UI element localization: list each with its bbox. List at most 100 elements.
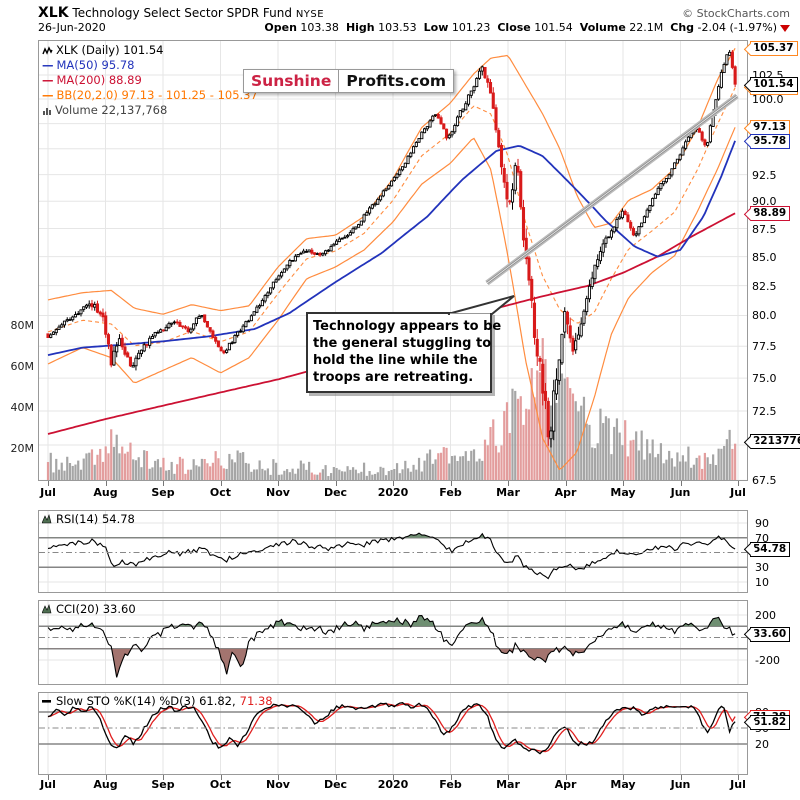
month-label: Jul	[730, 778, 746, 791]
price-axis-label: 90.0	[752, 195, 777, 209]
axis-tick	[565, 775, 567, 780]
annotation-line: the general stuggling to	[313, 336, 492, 352]
cci-panel-label: CCI(20) 33.60	[42, 602, 136, 616]
ma50-line	[47, 140, 736, 356]
month-label: Apr	[554, 778, 577, 791]
month-label: Jul	[40, 778, 56, 791]
month-label: Mar	[496, 778, 520, 791]
sto-panel-label: Slow STO %K(14) %D(3) 61.82, 71.38	[42, 694, 273, 708]
price-axis-label: 85.0	[752, 250, 777, 264]
price-axis-label: 100.0	[752, 93, 784, 106]
axis-tick	[48, 775, 49, 780]
price-axis-label: 87.5	[752, 222, 777, 236]
sunshine-profits-logo: Sunshine Profits.com	[243, 69, 455, 93]
trendline	[485, 93, 739, 286]
price-tag-88.89: 88.89	[750, 206, 791, 222]
quote-strip: Open 103.38 High 103.53 Low 101.23 Close 10…	[257, 21, 790, 34]
fund-name: Technology Select Sector SPDR Fund	[72, 6, 292, 20]
exchange-label: NYSE	[295, 9, 325, 20]
logo-sunshine: Sunshine	[243, 69, 340, 93]
main-price-panel	[38, 40, 748, 481]
axis-tick	[508, 481, 509, 486]
quote-label-open: Open	[264, 21, 297, 34]
annotation-callout: Technology appears to be the general stug…	[306, 312, 502, 393]
ticker-symbol: XLK	[38, 5, 69, 21]
price-axis-label: 82.5	[752, 279, 777, 293]
price-axis-label: 77.5	[752, 340, 777, 354]
rsi-axis-label: 10	[755, 576, 769, 589]
month-label: Mar	[496, 486, 520, 499]
quote-value-volume: 22.1M	[625, 21, 664, 34]
price-axis-label: 75.0	[752, 372, 777, 386]
axis-tick	[163, 481, 164, 486]
month-label: Feb	[439, 486, 462, 499]
month-label: May	[610, 778, 636, 791]
quote-label-chg: Chg	[670, 21, 695, 34]
volume-icon	[43, 107, 51, 115]
volume-axis-label: 20M	[10, 442, 35, 455]
cci-panel	[38, 600, 748, 685]
cci-line	[47, 615, 736, 678]
axis-tick	[220, 775, 222, 780]
annotation-line: Technology appears to be	[313, 319, 502, 334]
month-label: Sep	[151, 778, 175, 791]
price-axis-label: 67.5	[752, 474, 777, 488]
price-tag-101.54: 101.54	[750, 77, 798, 93]
axis-tick	[508, 775, 509, 780]
month-label: May	[610, 486, 636, 499]
axis-tick	[680, 775, 682, 780]
price-tag-105.37: 105.37	[750, 41, 798, 57]
ma50-line-swatch: —	[42, 58, 54, 72]
month-label: Dec	[323, 486, 348, 499]
rsi-axis-label: 30	[755, 561, 769, 575]
annotation-line: hold the line while the	[313, 353, 478, 369]
price-tag-95.78: 95.78	[750, 133, 791, 149]
month-label: Aug	[93, 778, 118, 791]
axis-tick	[738, 481, 739, 486]
month-label: Jul	[730, 486, 746, 499]
month-label: Aug	[93, 486, 118, 499]
quote-label-high: High	[345, 21, 375, 34]
volume-bars-series	[46, 338, 737, 481]
chart-date: 26-Jun-2020	[38, 21, 106, 34]
legend-title: XLK (Daily) 101.54	[42, 43, 258, 58]
axis-tick	[738, 775, 739, 780]
axis-tick	[393, 775, 394, 780]
axis-tick	[105, 775, 107, 780]
candlestick-series	[46, 49, 737, 448]
volume-value-tag: 22137768	[750, 434, 800, 449]
axis-tick	[220, 481, 222, 486]
annotation-line: troops are retreating.	[313, 370, 474, 386]
rsi-line	[47, 532, 736, 580]
legend-bb: — BB(20,2.0) 97.13 - 101.25 - 105.37	[42, 88, 258, 102]
axis-tick	[278, 775, 279, 780]
bb-line-swatch: —	[42, 88, 54, 102]
axis-tick	[565, 481, 567, 486]
sto-line-icon	[42, 699, 51, 703]
volume-axis-label: 40M	[10, 401, 35, 414]
rsi-value-tag: 54.78	[750, 541, 791, 557]
axis-tick	[335, 775, 337, 780]
rsi-axis-label: 90	[755, 517, 769, 530]
month-label: 2020	[377, 778, 409, 791]
quote-value-chg: -2.04 (-1.97%)	[694, 21, 777, 34]
month-label: Nov	[266, 778, 290, 791]
sto-panel	[38, 692, 748, 775]
price-axis-label: 92.5	[752, 168, 777, 182]
month-label: Apr	[554, 486, 577, 499]
axis-tick	[393, 481, 394, 486]
quote-value-close: 101.54	[530, 21, 573, 34]
axis-tick	[278, 481, 279, 486]
rsi-overbought-fill	[48, 533, 736, 538]
chart-header: XLK Technology Select Sector SPDR Fund N…	[38, 5, 324, 21]
main-chart-legend: XLK (Daily) 101.54— MA(50) 95.78— MA(200) …	[42, 43, 258, 118]
month-label: Sep	[151, 486, 175, 499]
axis-tick	[105, 481, 107, 486]
quote-label-close: Close	[497, 21, 531, 34]
ma200-line-swatch: —	[42, 73, 54, 87]
quote-label-volume: Volume	[579, 21, 626, 34]
month-label: Feb	[439, 778, 462, 791]
volume-axis-label: 80M	[10, 319, 35, 332]
cci-high-fill	[48, 615, 736, 627]
